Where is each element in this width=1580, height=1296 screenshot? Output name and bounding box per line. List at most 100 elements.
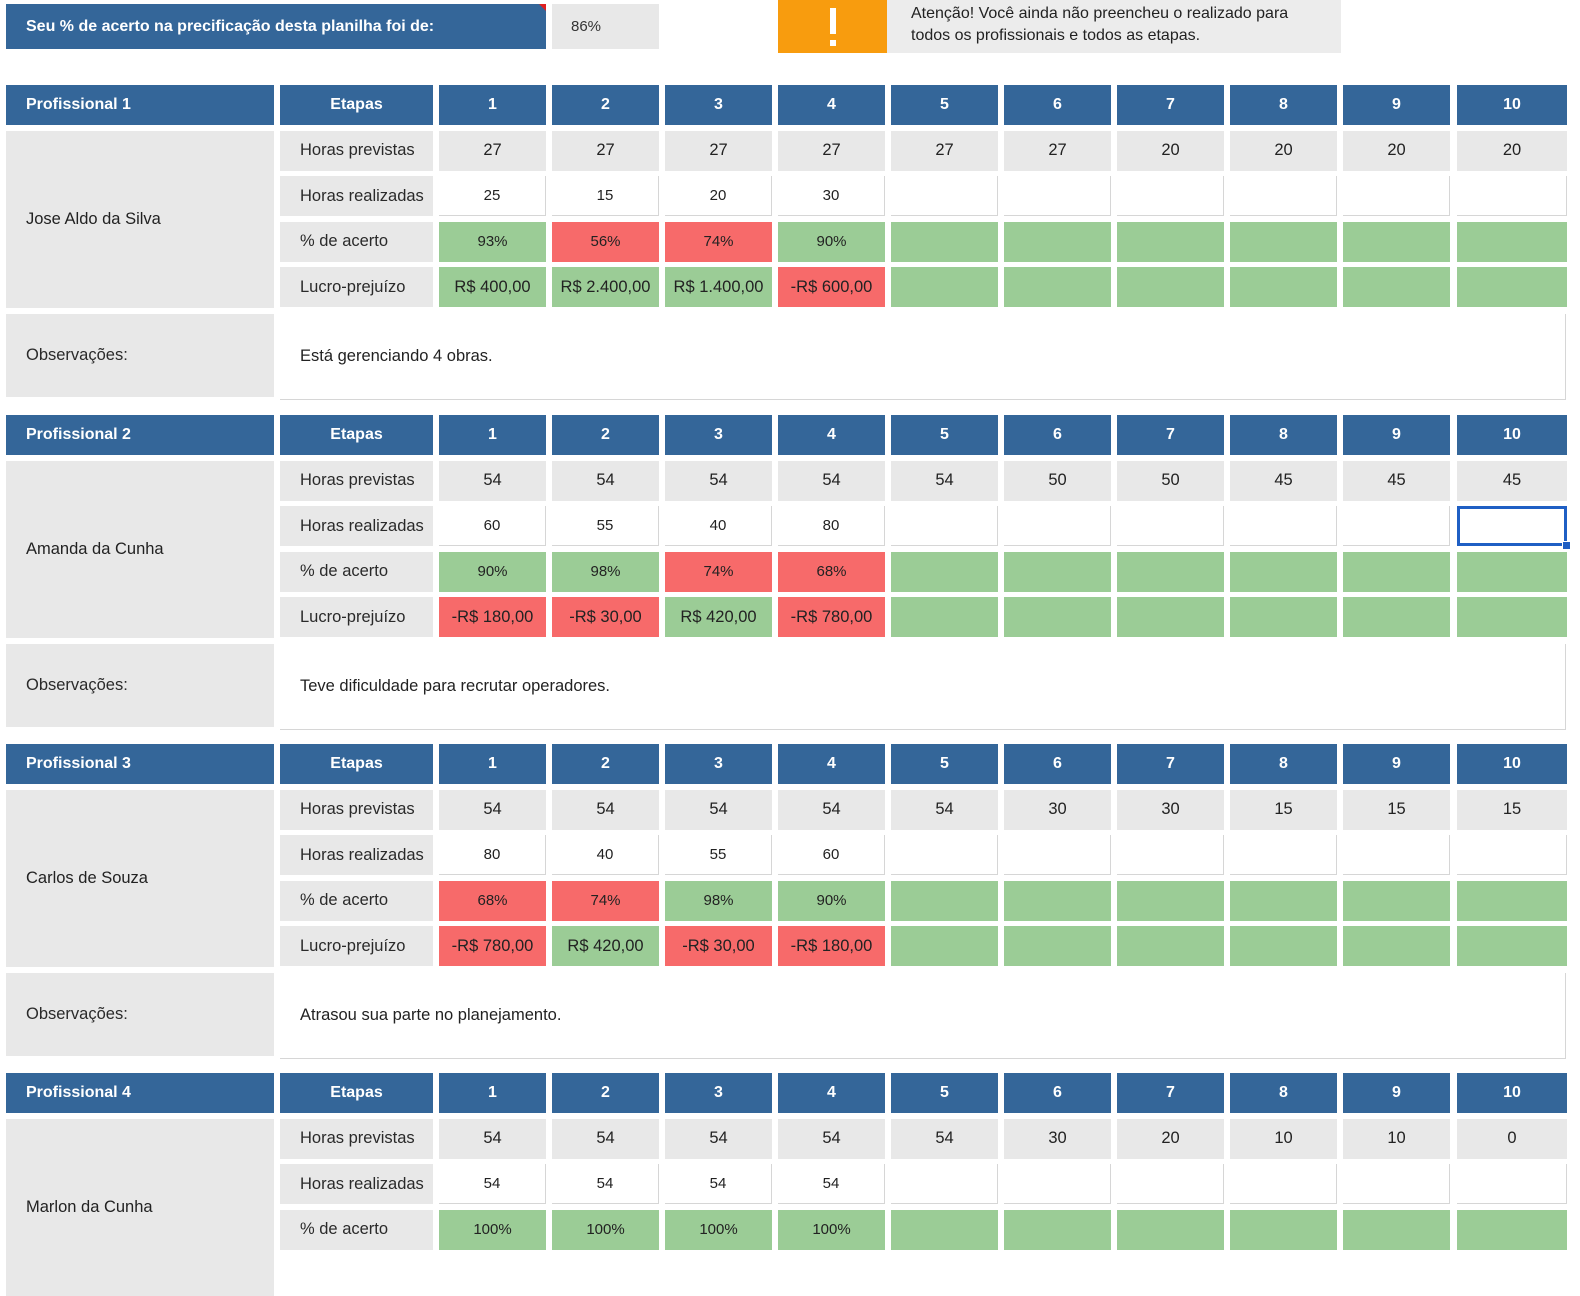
cell-realizadas[interactable] [1004, 1164, 1111, 1204]
cell-lucro [1230, 926, 1337, 966]
cell-acerto: 90% [439, 551, 546, 592]
cell-previstas[interactable]: 54 [891, 1118, 998, 1159]
cell-previstas[interactable]: 54 [665, 789, 772, 830]
cell-previstas[interactable]: 15 [1230, 789, 1337, 830]
cell-acerto: 90% [778, 221, 885, 262]
cell-realizadas[interactable] [1343, 1164, 1450, 1204]
observacao-text[interactable]: Atrasou sua parte no planejamento. [280, 972, 1566, 1059]
cell-realizadas[interactable] [891, 1164, 998, 1204]
cell-previstas[interactable]: 54 [778, 460, 885, 501]
observacao-text[interactable]: Está gerenciando 4 obras. [280, 313, 1566, 400]
cell-realizadas[interactable]: 60 [778, 835, 885, 875]
cell-previstas[interactable]: 27 [665, 130, 772, 171]
score-value[interactable]: 86% [552, 4, 659, 49]
cell-realizadas[interactable] [1457, 176, 1567, 216]
cell-realizadas[interactable]: 20 [665, 176, 772, 216]
cell-realizadas[interactable] [891, 835, 998, 875]
cell-previstas[interactable]: 50 [1004, 460, 1111, 501]
cell-realizadas[interactable] [1457, 835, 1567, 875]
cell-realizadas[interactable] [1343, 176, 1450, 216]
cell-realizadas[interactable]: 54 [439, 1164, 546, 1204]
cell-realizadas[interactable]: 60 [439, 506, 546, 546]
warning-badge [778, 0, 887, 53]
cell-realizadas[interactable]: 30 [778, 176, 885, 216]
cell-previstas[interactable]: 27 [1004, 130, 1111, 171]
cell-previstas[interactable]: 0 [1457, 1118, 1567, 1159]
cell-previstas[interactable]: 30 [1117, 789, 1224, 830]
cell-previstas[interactable]: 27 [439, 130, 546, 171]
cell-realizadas[interactable] [1457, 1164, 1567, 1204]
cell-realizadas[interactable]: 15 [552, 176, 659, 216]
cell-realizadas[interactable] [891, 176, 998, 216]
cell-realizadas[interactable]: 25 [439, 176, 546, 216]
cell-previstas[interactable]: 45 [1343, 460, 1450, 501]
cell-realizadas[interactable] [891, 506, 998, 546]
cell-realizadas[interactable]: 54 [665, 1164, 772, 1204]
cell-previstas[interactable]: 54 [552, 1118, 659, 1159]
cell-realizadas[interactable] [1004, 835, 1111, 875]
cell-previstas[interactable]: 27 [552, 130, 659, 171]
cell-lucro: -R$ 180,00 [439, 597, 546, 637]
cell-previstas[interactable]: 54 [439, 1118, 546, 1159]
cell-previstas[interactable]: 10 [1343, 1118, 1450, 1159]
cell-previstas[interactable]: 20 [1117, 1118, 1224, 1159]
selected-cell[interactable] [1457, 506, 1567, 546]
cell-previstas[interactable]: 20 [1230, 130, 1337, 171]
cell-realizadas[interactable] [1117, 1164, 1224, 1204]
cell-realizadas[interactable] [1230, 506, 1337, 546]
cell-realizadas[interactable]: 55 [552, 506, 659, 546]
cell-realizadas[interactable]: 54 [778, 1164, 885, 1204]
observacao-text[interactable]: Teve dificuldade para recrutar operadore… [280, 643, 1566, 730]
cell-lucro [1343, 267, 1450, 307]
cell-realizadas[interactable] [1004, 506, 1111, 546]
cell-previstas[interactable]: 30 [1004, 1118, 1111, 1159]
cell-previstas[interactable]: 27 [778, 130, 885, 171]
cell-previstas[interactable]: 45 [1230, 460, 1337, 501]
cell-previstas[interactable]: 54 [439, 789, 546, 830]
cell-previstas[interactable]: 15 [1343, 789, 1450, 830]
cell-previstas[interactable]: 54 [665, 460, 772, 501]
cell-previstas[interactable]: 15 [1457, 789, 1567, 830]
stage-header: 5 [891, 1073, 998, 1113]
cell-realizadas[interactable]: 55 [665, 835, 772, 875]
cell-previstas[interactable]: 30 [1004, 789, 1111, 830]
cell-previstas[interactable]: 54 [891, 460, 998, 501]
cell-realizadas[interactable] [1230, 835, 1337, 875]
cell-previstas[interactable]: 45 [1457, 460, 1567, 501]
professional-name[interactable]: Marlon da Cunha [6, 1118, 274, 1296]
professional-name[interactable]: Carlos de Souza [6, 789, 274, 967]
cell-realizadas[interactable] [1343, 835, 1450, 875]
professional-name[interactable]: Amanda da Cunha [6, 460, 274, 638]
cell-realizadas[interactable]: 40 [552, 835, 659, 875]
cell-realizadas[interactable]: 80 [778, 506, 885, 546]
cell-realizadas[interactable] [1230, 1164, 1337, 1204]
cell-previstas[interactable]: 27 [891, 130, 998, 171]
cell-realizadas[interactable] [1117, 835, 1224, 875]
cell-realizadas[interactable] [1343, 506, 1450, 546]
row-label-lucro: Lucro-prejuízo [280, 267, 433, 307]
cell-previstas[interactable]: 20 [1117, 130, 1224, 171]
cell-acerto: 56% [552, 221, 659, 262]
cell-previstas[interactable]: 10 [1230, 1118, 1337, 1159]
cell-realizadas[interactable]: 80 [439, 835, 546, 875]
cell-previstas[interactable]: 20 [1343, 130, 1450, 171]
cell-realizadas[interactable] [1117, 176, 1224, 216]
professional-name[interactable]: Jose Aldo da Silva [6, 130, 274, 308]
cell-previstas[interactable]: 54 [439, 460, 546, 501]
cell-acerto [1343, 221, 1450, 262]
cell-previstas[interactable]: 54 [778, 789, 885, 830]
cell-realizadas[interactable] [1230, 176, 1337, 216]
cell-realizadas[interactable] [1117, 506, 1224, 546]
cell-realizadas[interactable] [1004, 176, 1111, 216]
cell-previstas[interactable]: 54 [778, 1118, 885, 1159]
cell-previstas[interactable]: 54 [552, 789, 659, 830]
cell-previstas[interactable]: 50 [1117, 460, 1224, 501]
cell-realizadas[interactable]: 40 [665, 506, 772, 546]
cell-previstas[interactable]: 20 [1457, 130, 1567, 171]
cell-lucro [891, 597, 998, 637]
cell-realizadas[interactable]: 54 [552, 1164, 659, 1204]
fill-handle[interactable] [1562, 541, 1571, 550]
cell-previstas[interactable]: 54 [552, 460, 659, 501]
cell-previstas[interactable]: 54 [891, 789, 998, 830]
cell-previstas[interactable]: 54 [665, 1118, 772, 1159]
